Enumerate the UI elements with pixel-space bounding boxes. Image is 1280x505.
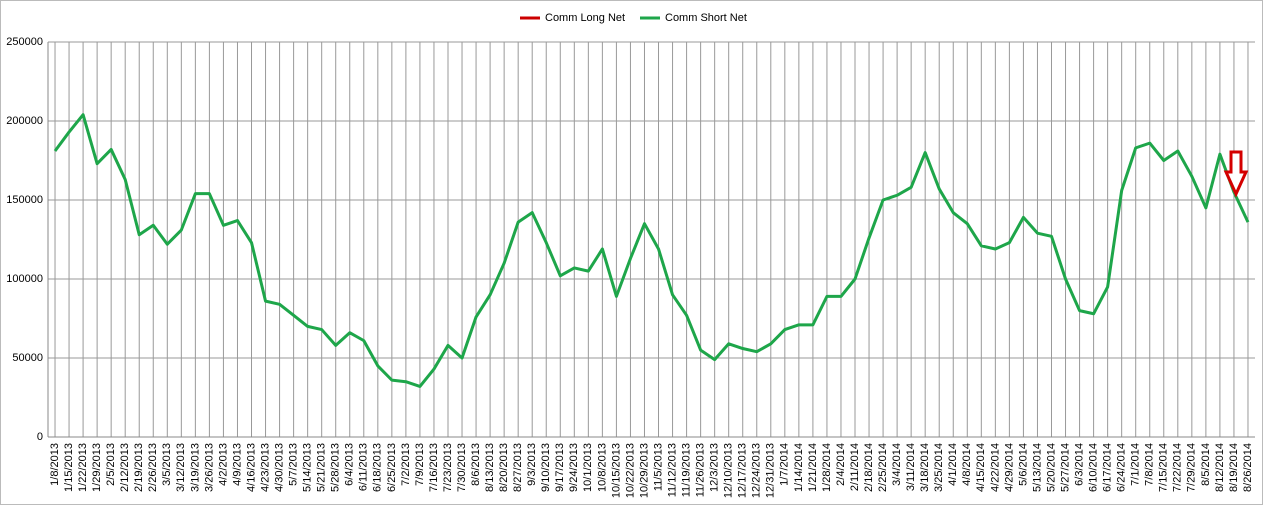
x-tick-label: 12/3/2013 [709,443,721,492]
x-tick-label: 2/5/2013 [105,443,117,486]
x-tick-label: 7/1/2014 [1130,443,1142,486]
x-tick-label: 4/1/2014 [947,443,959,486]
x-tick-label: 6/3/2014 [1073,443,1085,486]
x-tick-label: 6/24/2014 [1116,443,1128,492]
x-tick-label: 8/5/2014 [1200,443,1212,486]
x-tick-label: 2/18/2014 [863,443,875,492]
x-tick-label: 7/8/2014 [1144,443,1156,486]
x-tick-label: 4/9/2013 [231,443,243,486]
x-tick-label: 5/21/2013 [316,443,328,492]
series-line [53,113,1250,388]
x-tick-label: 7/22/2014 [1172,443,1184,492]
x-tick-label: 8/20/2013 [498,443,510,492]
x-tick-label: 5/27/2014 [1059,443,1071,492]
x-tick-label: 1/14/2014 [793,443,805,492]
x-tick-label: 3/4/2014 [891,443,903,486]
x-tick-label: 7/15/2014 [1158,443,1170,492]
x-tick-label: 6/10/2014 [1088,443,1100,492]
x-tick-label: 12/24/2013 [751,443,763,498]
x-tick-label: 3/25/2014 [933,443,945,492]
x-tick-label: 4/22/2014 [989,443,1001,492]
x-tick-label: 3/11/2014 [905,443,917,491]
x-tick-label: 12/31/2013 [765,443,777,498]
y-tick-label: 250000 [6,36,43,48]
x-tick-label: 6/4/2013 [344,443,356,486]
y-tick-label: 150000 [6,194,43,206]
x-tick-label: 4/15/2014 [975,443,987,492]
x-tick-label: 5/7/2013 [288,443,300,486]
x-tick-label: 1/22/2013 [77,443,89,492]
x-tick-label: 2/12/2013 [119,443,131,492]
x-tick-label: 3/19/2013 [189,443,201,492]
x-tick-label: 5/20/2014 [1045,443,1057,492]
x-tick-label: 4/8/2014 [961,443,973,486]
x-tick-label: 4/2/2013 [217,443,229,486]
x-tick-label: 11/26/2013 [695,443,707,497]
x-tick-label: 4/30/2013 [273,443,285,492]
x-tick-label: 6/17/2014 [1102,443,1114,492]
x-tick-label: 11/19/2013 [680,443,692,497]
x-tick-label: 9/3/2013 [526,443,538,486]
x-tick-label: 7/29/2014 [1186,443,1198,492]
x-tick-label: 12/10/2013 [723,443,735,498]
x-tick-label: 10/1/2013 [582,443,594,492]
x-tick-label: 4/23/2013 [259,443,271,492]
x-tick-label: 7/9/2013 [414,443,426,486]
x-tick-label: 5/28/2013 [330,443,342,492]
x-tick-label: 2/25/2014 [877,443,889,492]
x-tick-label: 7/23/2013 [442,443,454,492]
x-tick-label: 4/29/2014 [1003,443,1015,492]
legend-label: Comm Long Net [545,12,625,24]
x-tick-label: 8/27/2013 [512,443,524,492]
x-tick-label: 3/26/2013 [203,443,215,492]
x-tick-label: 3/18/2014 [919,443,931,492]
x-tick-label: 2/26/2013 [147,443,159,492]
y-tick-label: 0 [37,431,43,443]
x-tick-label: 7/30/2013 [456,443,468,492]
x-tick-label: 7/2/2013 [400,443,412,486]
x-tick-label: 8/12/2014 [1214,443,1226,492]
x-tick-label: 10/8/2013 [596,443,608,492]
x-tick-label: 5/13/2014 [1031,443,1043,492]
y-tick-label: 100000 [6,273,43,285]
x-tick-label: 9/10/2013 [540,443,552,492]
x-tick-label: 1/15/2013 [63,443,75,492]
y-tick-label: 200000 [6,115,43,127]
x-tick-label: 1/21/2014 [807,443,819,492]
x-tick-label: 6/18/2013 [372,443,384,492]
arrow-annotation [1223,150,1249,198]
x-tick-label: 6/11/2013 [358,443,370,491]
x-tick-label: 8/6/2013 [470,443,482,486]
x-tick-label: 12/17/2013 [737,443,749,498]
legend-label: Comm Short Net [665,12,747,24]
x-tick-label: 1/7/2014 [779,443,791,486]
x-tick-label: 10/29/2013 [638,443,650,498]
x-tick-label: 10/22/2013 [624,443,636,498]
y-tick-label: 50000 [12,352,43,364]
x-tick-label: 3/12/2013 [175,443,187,492]
x-tick-label: 7/16/2013 [428,443,440,492]
x-tick-label: 8/19/2014 [1228,443,1240,492]
x-tick-label: 8/13/2013 [484,443,496,492]
x-tick-label: 1/8/2013 [49,443,61,486]
x-tick-label: 9/17/2013 [554,443,566,492]
x-tick-label: 1/29/2013 [91,443,103,492]
x-tick-label: 10/15/2013 [610,443,622,498]
x-tick-label: 1/28/2014 [821,443,833,492]
x-tick-label: 8/26/2014 [1242,443,1254,492]
x-tick-label: 11/5/2013 [652,443,664,491]
x-tick-label: 6/25/2013 [386,443,398,492]
x-tick-label: 2/19/2013 [133,443,145,492]
x-tick-label: 9/24/2013 [568,443,580,492]
x-tick-label: 3/5/2013 [161,443,173,486]
x-tick-label: 4/16/2013 [245,443,257,492]
x-tick-label: 2/11/2014 [849,443,861,491]
x-tick-label: 11/12/2013 [666,443,678,497]
x-tick-label: 5/6/2014 [1017,443,1029,486]
x-tick-label: 2/4/2014 [835,443,847,486]
x-tick-label: 5/14/2013 [302,443,314,492]
